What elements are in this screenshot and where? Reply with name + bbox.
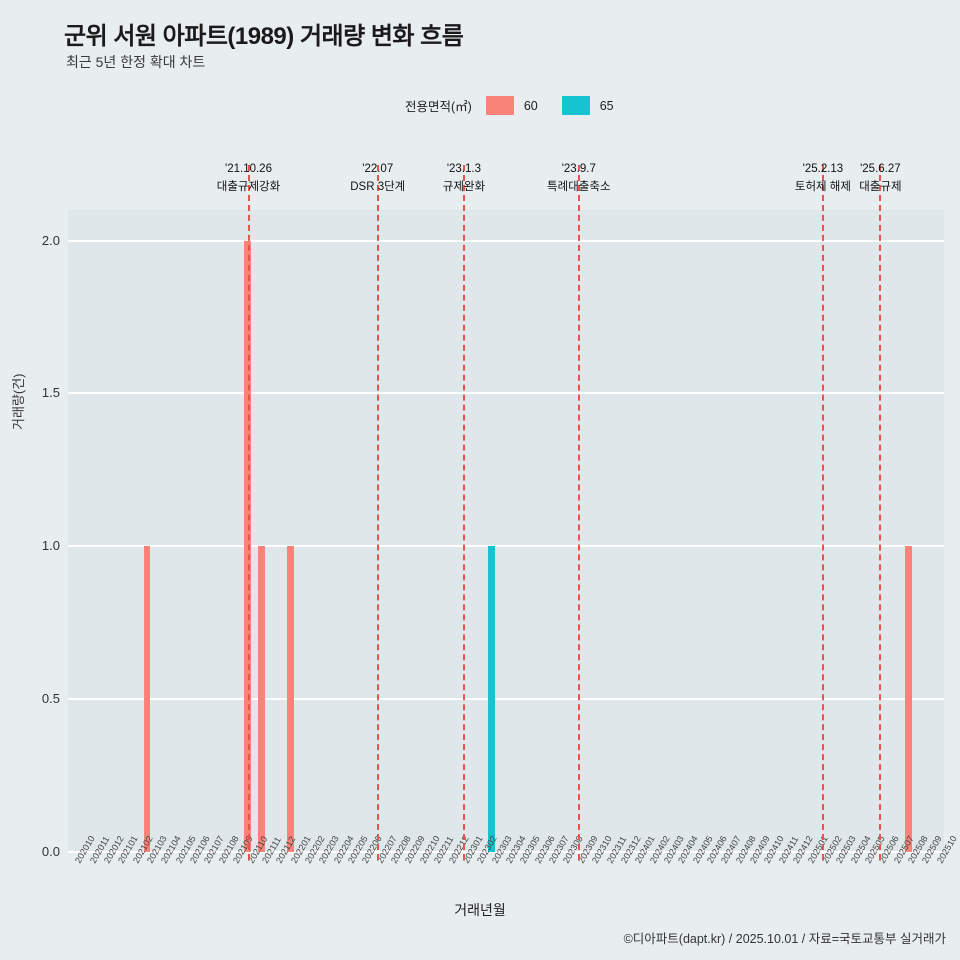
event-date: '21.10.26 <box>225 163 272 175</box>
y-gridline <box>68 851 944 853</box>
event-label: '23.1.3 규제완화 <box>443 163 485 194</box>
event-desc: DSR 3단계 <box>350 181 406 193</box>
bar <box>904 546 912 852</box>
event-label: '22.07 DSR 3단계 <box>350 163 405 194</box>
legend-label-65: 65 <box>599 98 614 113</box>
event-date: '25.2.13 <box>802 163 844 175</box>
event-desc: 대출규제강화 <box>216 181 281 193</box>
event-line <box>247 165 250 860</box>
event-line <box>577 165 580 860</box>
y-tick-label: 0.0 <box>41 844 60 859</box>
x-axis-title: 거래년월 <box>454 902 506 918</box>
event-desc: 규제완화 <box>442 181 486 193</box>
page-subtitle: 최근 5년 한정 확대 차트 <box>66 54 206 70</box>
y-gridline <box>68 545 944 548</box>
bar <box>258 546 266 852</box>
chart-credit: ©디아파트(dapt.kr) / 2025.10.01 / 자료=국토교통부 실… <box>623 932 946 946</box>
event-date: '23.9.7 <box>561 163 596 175</box>
event-label: '25.6.27 대출규제 <box>859 163 901 194</box>
legend-swatch-60 <box>485 96 514 115</box>
legend-swatch-65 <box>561 96 590 115</box>
event-line <box>879 165 882 860</box>
y-axis-title: 거래량(건) <box>11 373 26 431</box>
legend-title: 전용면적(㎡) <box>405 100 472 114</box>
event-desc: 대출규제 <box>859 181 902 193</box>
bar <box>244 240 251 852</box>
event-date: '22.07 <box>362 163 394 175</box>
event-line <box>821 165 824 860</box>
bar <box>488 546 496 852</box>
event-label: '25.2.13 토허제 해제 <box>795 163 851 194</box>
y-gridline <box>68 239 944 242</box>
y-gridline <box>68 698 944 701</box>
bar <box>143 546 151 852</box>
event-desc: 토허제 해제 <box>794 181 851 193</box>
event-label: '23.9.7 특례대출축소 <box>547 163 610 194</box>
legend: 전용면적(㎡) 60 65 <box>405 96 614 115</box>
bar <box>287 546 295 852</box>
legend-label-60: 60 <box>523 98 538 113</box>
event-desc: 특례대출축소 <box>547 181 611 193</box>
y-tick-label: 0.5 <box>41 691 60 707</box>
y-tick-label: 1.5 <box>41 385 60 401</box>
event-line <box>462 165 465 860</box>
y-tick-label: 1.0 <box>41 538 60 554</box>
y-tick-label: 2.0 <box>41 232 60 248</box>
chart-plot-area <box>68 210 944 853</box>
event-label: '21.10.26 대출규제강화 <box>217 163 280 194</box>
event-date: '23.1.3 <box>446 163 481 175</box>
y-gridline <box>68 392 944 395</box>
event-line <box>376 165 379 860</box>
event-date: '25.6.27 <box>860 163 901 175</box>
page-title: 군위 서원 아파트(1989) 거래량 변화 흐름 <box>64 23 464 50</box>
